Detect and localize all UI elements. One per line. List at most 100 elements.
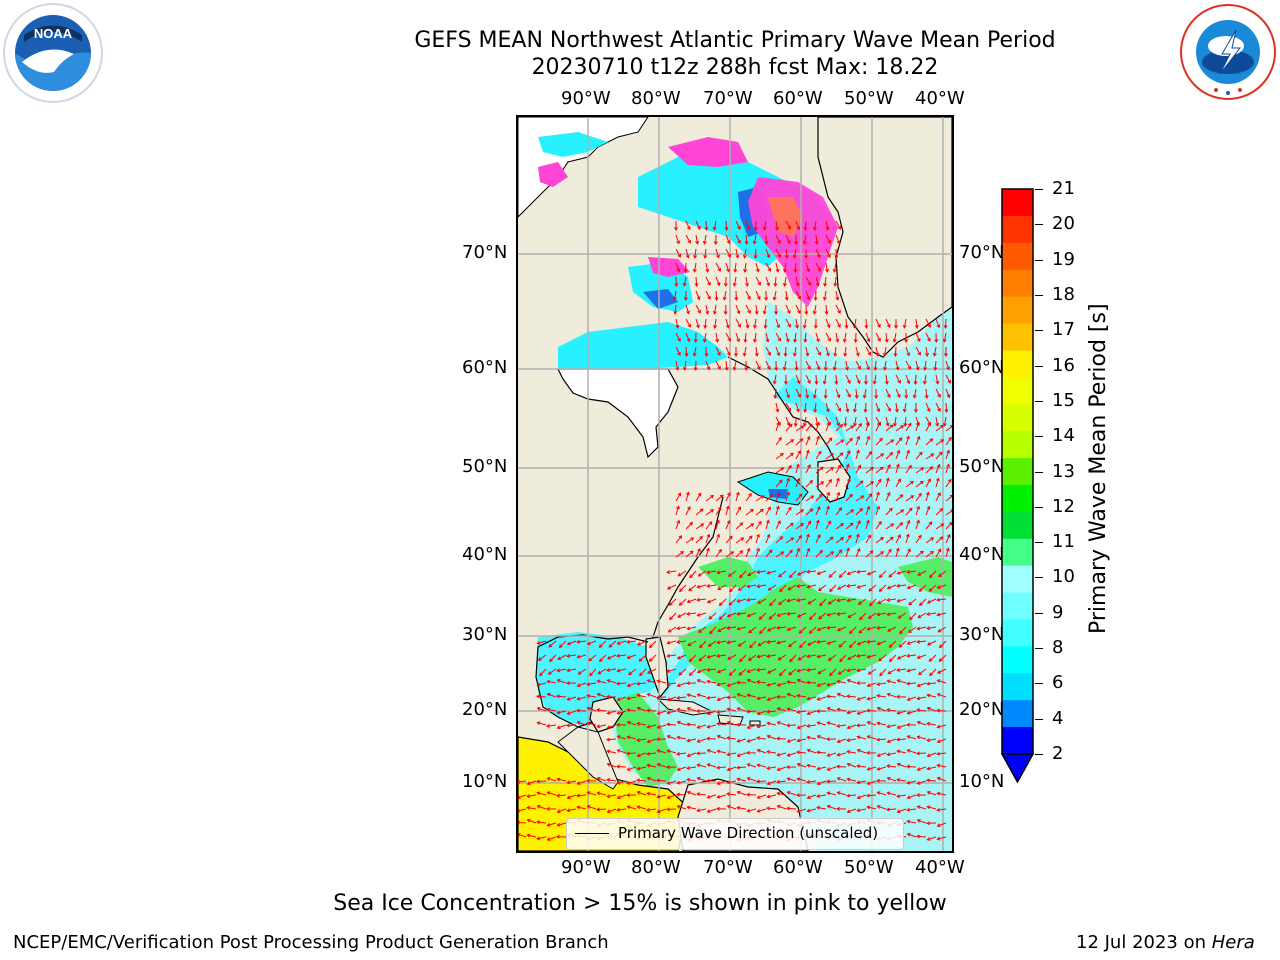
wave-arrow-head [936, 693, 941, 697]
wave-arrow [757, 737, 767, 740]
wave-arrow [893, 332, 897, 342]
wave-arrow-head [788, 671, 792, 676]
wave-arrow [795, 438, 803, 446]
wave-arrow [795, 509, 804, 516]
wave-arrow [935, 416, 939, 426]
wave-arrow [795, 388, 801, 398]
wave-arrow-head [886, 791, 891, 796]
wave-arrow [838, 640, 847, 648]
wave-arrow [805, 450, 809, 460]
wave-arrow [627, 654, 637, 659]
wave-arrow [765, 506, 771, 516]
wave-arrow [685, 262, 687, 273]
wave-arrow [805, 480, 813, 488]
wave-arrow-head [777, 656, 782, 661]
wave-arrow-head [656, 763, 661, 767]
wave-arrow-head [929, 466, 934, 470]
wave-arrow [855, 480, 864, 488]
wave-arrow [943, 416, 947, 426]
wave-arrow-head [856, 585, 861, 589]
wave-arrow-head [798, 630, 803, 634]
wave-arrow [885, 478, 889, 488]
wave-arrow-head [857, 464, 862, 469]
wave-arrow [785, 402, 791, 412]
wave-arrow [855, 346, 859, 356]
wave-arrow-head [864, 325, 869, 329]
wave-arrow [825, 220, 829, 230]
wave-arrow [787, 612, 797, 615]
lat-label-left-10n: 10°N [462, 771, 508, 792]
wave-arrow-head [536, 721, 541, 726]
wave-arrow [898, 640, 907, 648]
wave-arrow-head [884, 380, 889, 385]
wave-arrow-head [746, 777, 751, 781]
wave-arrow-head [717, 506, 722, 511]
wave-arrow-head [676, 519, 681, 524]
wave-arrow [539, 668, 547, 676]
wave-arrow-head [732, 282, 737, 287]
wave-arrow-head [556, 809, 561, 814]
footer-branch: NCEP/EMC/Verification Post Processing Pr… [13, 932, 609, 953]
wave-arrow-head [826, 625, 831, 630]
wave-arrow [925, 402, 931, 412]
lon-label-bottom-40w: 40°W [915, 857, 965, 878]
wave-arrow-head [702, 338, 707, 343]
wave-arrow-head [709, 630, 713, 635]
wave-arrow [717, 654, 727, 657]
wave-arrow [899, 626, 907, 634]
wave-arrow [744, 248, 747, 258]
wave-arrow [835, 332, 839, 342]
wave-arrow-head [825, 408, 830, 413]
wave-arrow [703, 332, 707, 342]
wave-arrow-head [920, 467, 925, 471]
wave-arrow [925, 318, 931, 328]
wave-arrow [815, 374, 818, 385]
wave-arrow-head [856, 569, 861, 574]
wave-arrow-head [796, 380, 801, 385]
wave-arrow [939, 654, 947, 662]
wave-arrow-head [556, 710, 561, 715]
wave-arrow-head [616, 722, 620, 727]
wave-arrow-head [780, 551, 785, 555]
wave-arrow-head [877, 478, 882, 483]
wave-arrow-head [916, 519, 920, 524]
wave-arrow [797, 668, 807, 672]
wave-arrow [937, 612, 947, 616]
wave-arrow [935, 425, 944, 432]
wave-arrow-head [526, 781, 531, 786]
wave-arrow-head [906, 352, 911, 357]
wave-arrow-head [812, 394, 817, 399]
wave-arrow-head [755, 268, 760, 273]
wave-arrow [787, 778, 797, 782]
wave-arrow-head [866, 696, 871, 701]
wave-arrow [855, 450, 860, 460]
wave-arrow-head [830, 453, 835, 457]
wave-arrow [577, 780, 587, 785]
wave-arrow-head [942, 422, 947, 427]
colorbar-tick-label: 21 [1052, 178, 1075, 199]
wave-arrow [745, 493, 752, 502]
wave-arrow [825, 536, 834, 544]
wave-arrow-head [696, 776, 701, 781]
wave-arrow [745, 220, 750, 230]
colorbar-segment [1002, 646, 1033, 674]
wave-arrow [897, 570, 907, 575]
wave-arrow [778, 654, 787, 661]
wave-arrow-head [859, 507, 863, 512]
wave-arrow-head [807, 520, 811, 525]
wave-arrow [767, 780, 777, 785]
wave-arrow-head [705, 268, 710, 273]
wave-arrow [927, 707, 937, 712]
wave-arrow-head [845, 463, 850, 468]
wave-arrow [657, 763, 667, 768]
wave-arrow [868, 584, 877, 592]
wave-arrow-head [696, 613, 701, 617]
wave-arrow-head [926, 721, 931, 726]
wave-arrow-head [896, 809, 901, 814]
wave-arrow [787, 681, 797, 684]
wave-arrow [925, 521, 933, 530]
wave-arrow [685, 220, 691, 230]
wave-arrow-head [676, 626, 681, 631]
wave-arrow-head [679, 588, 683, 593]
wave-arrow-head [566, 668, 571, 673]
